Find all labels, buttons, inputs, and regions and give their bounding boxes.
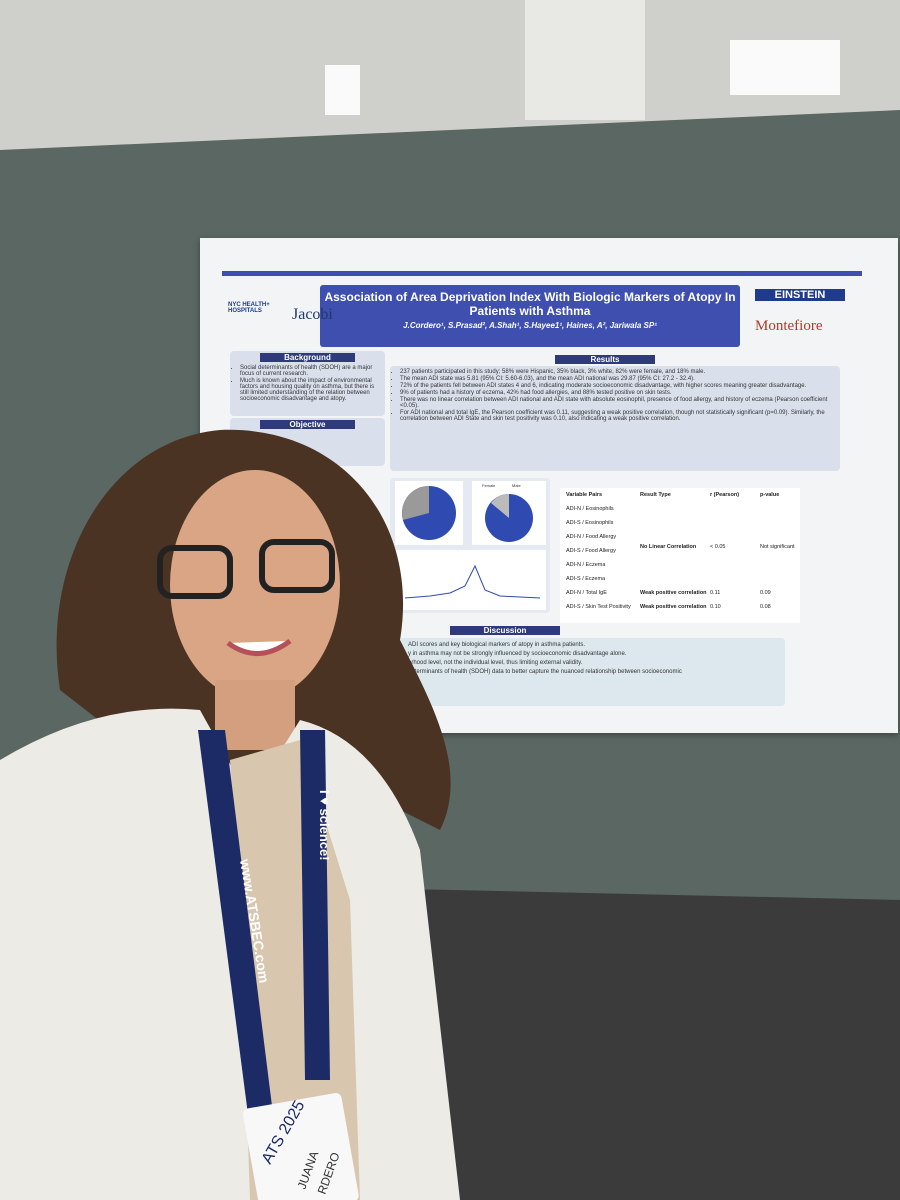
bullet: For ADI national and total IgE, the Pear…: [400, 410, 836, 422]
table-cell: ADI-N / Total IgE: [566, 590, 607, 596]
table-cell: ADI-S / Food Allergy: [566, 548, 616, 554]
table-cell: ADI-S / Eosinophils: [566, 520, 614, 526]
table-cell: ADI-N / Eczema: [566, 562, 606, 568]
section-heading: Objective: [260, 420, 355, 429]
lanyard: [300, 730, 330, 1080]
chart-panel: Female Male: [390, 478, 550, 613]
results-table: Variable Pairs Result Type r (Pearson) p-va…: [560, 488, 800, 623]
table-cell: No Linear Correlation: [640, 544, 697, 550]
section-heading: Discussion: [450, 626, 560, 635]
table-cell: 0.09: [760, 590, 771, 596]
table-cell: Weak positive correlation: [640, 590, 707, 596]
logo-text: EINSTEIN: [755, 289, 845, 301]
bullet: The mean ADI state was 5.81 (95% CI: 5.6…: [400, 376, 836, 382]
rule: [222, 271, 862, 276]
table-cell: ADI-N / Food Allergy: [566, 534, 617, 540]
badge: [243, 1093, 359, 1200]
legend-label: Female: [482, 483, 496, 488]
bullet: Social determinants of health (SDOH) are…: [240, 365, 381, 377]
section-heading: Background: [260, 353, 355, 362]
glasses: [259, 539, 335, 593]
section-heading: Results: [555, 355, 655, 364]
discussion-line: determinants of health (SDOH) data to be…: [408, 669, 682, 675]
lanyard-text: I ♥ science!: [317, 790, 332, 861]
table-header: Variable Pairs: [566, 492, 603, 498]
table-header: Result Type: [640, 492, 671, 498]
bullet: Much is known about the impact of enviro…: [240, 378, 381, 402]
ceiling-light: [730, 40, 840, 95]
table-cell: ADI-S / Skin Test Positivity: [566, 604, 631, 610]
legend-label: Male: [512, 483, 521, 488]
bullet: 9% of patients had a history of eczema, …: [400, 390, 836, 396]
table-cell: ADI-S / Eczema: [566, 576, 606, 582]
discussion-line: y in asthma may not be strongly influenc…: [408, 651, 627, 657]
table-cell: ADI-N / Eosinophils: [566, 506, 614, 512]
pie-slice: [491, 494, 509, 518]
ceiling-light: [325, 65, 360, 115]
logo-text: NYC HEALTH+ HOSPITALS: [228, 302, 270, 314]
chart-frame: [395, 550, 546, 610]
glasses: [157, 545, 233, 599]
bullet: 72% of the patients fell between ADI sta…: [400, 383, 836, 389]
bullet-list: Social determinants of health (SDOH) are…: [240, 365, 381, 402]
bullet: 237 patients participated in this study;…: [400, 369, 836, 375]
face: [170, 470, 340, 700]
table-cell: Weak positive correlation: [640, 604, 707, 610]
smile: [226, 638, 292, 656]
discussion-line: orhood level, not the individual level, …: [408, 660, 583, 666]
table-cell: 0.10: [710, 604, 721, 610]
charts: Female Male: [395, 481, 546, 610]
authors: J.Cordero¹, S.Prasad², A.Shah¹, S.Hayee1…: [403, 321, 657, 330]
neck: [215, 680, 295, 750]
lanyard: [198, 730, 275, 1130]
pillar: [525, 0, 645, 120]
pie-slice: [402, 486, 429, 520]
line: [404, 564, 541, 599]
table-cell: < 0.05: [710, 544, 726, 550]
bullet: There was no linear correlation between …: [400, 397, 836, 409]
logo-text: Jacobi: [292, 306, 333, 323]
table-header: p-value: [760, 492, 780, 498]
logo-text: Montefiore: [755, 318, 823, 334]
discussion-box: ADI scores and key biological markers of…: [400, 638, 785, 706]
bullet-list: 237 patients participated in this study;…: [400, 369, 836, 422]
title-text: Association of Area Deprivation Index Wi…: [324, 290, 736, 318]
discussion-line: ADI scores and key biological markers of…: [408, 642, 586, 648]
poster-title: Association of Area Deprivation Index Wi…: [320, 285, 740, 347]
table-cell: 0.08: [760, 604, 771, 610]
table-header: r (Pearson): [710, 492, 740, 498]
results-box: 237 patients participated in this study;…: [390, 366, 840, 471]
table-cell: Not significant: [760, 544, 795, 550]
background-box: Background Social determinants of health…: [230, 351, 385, 416]
table-cell: 0.11: [710, 590, 721, 596]
